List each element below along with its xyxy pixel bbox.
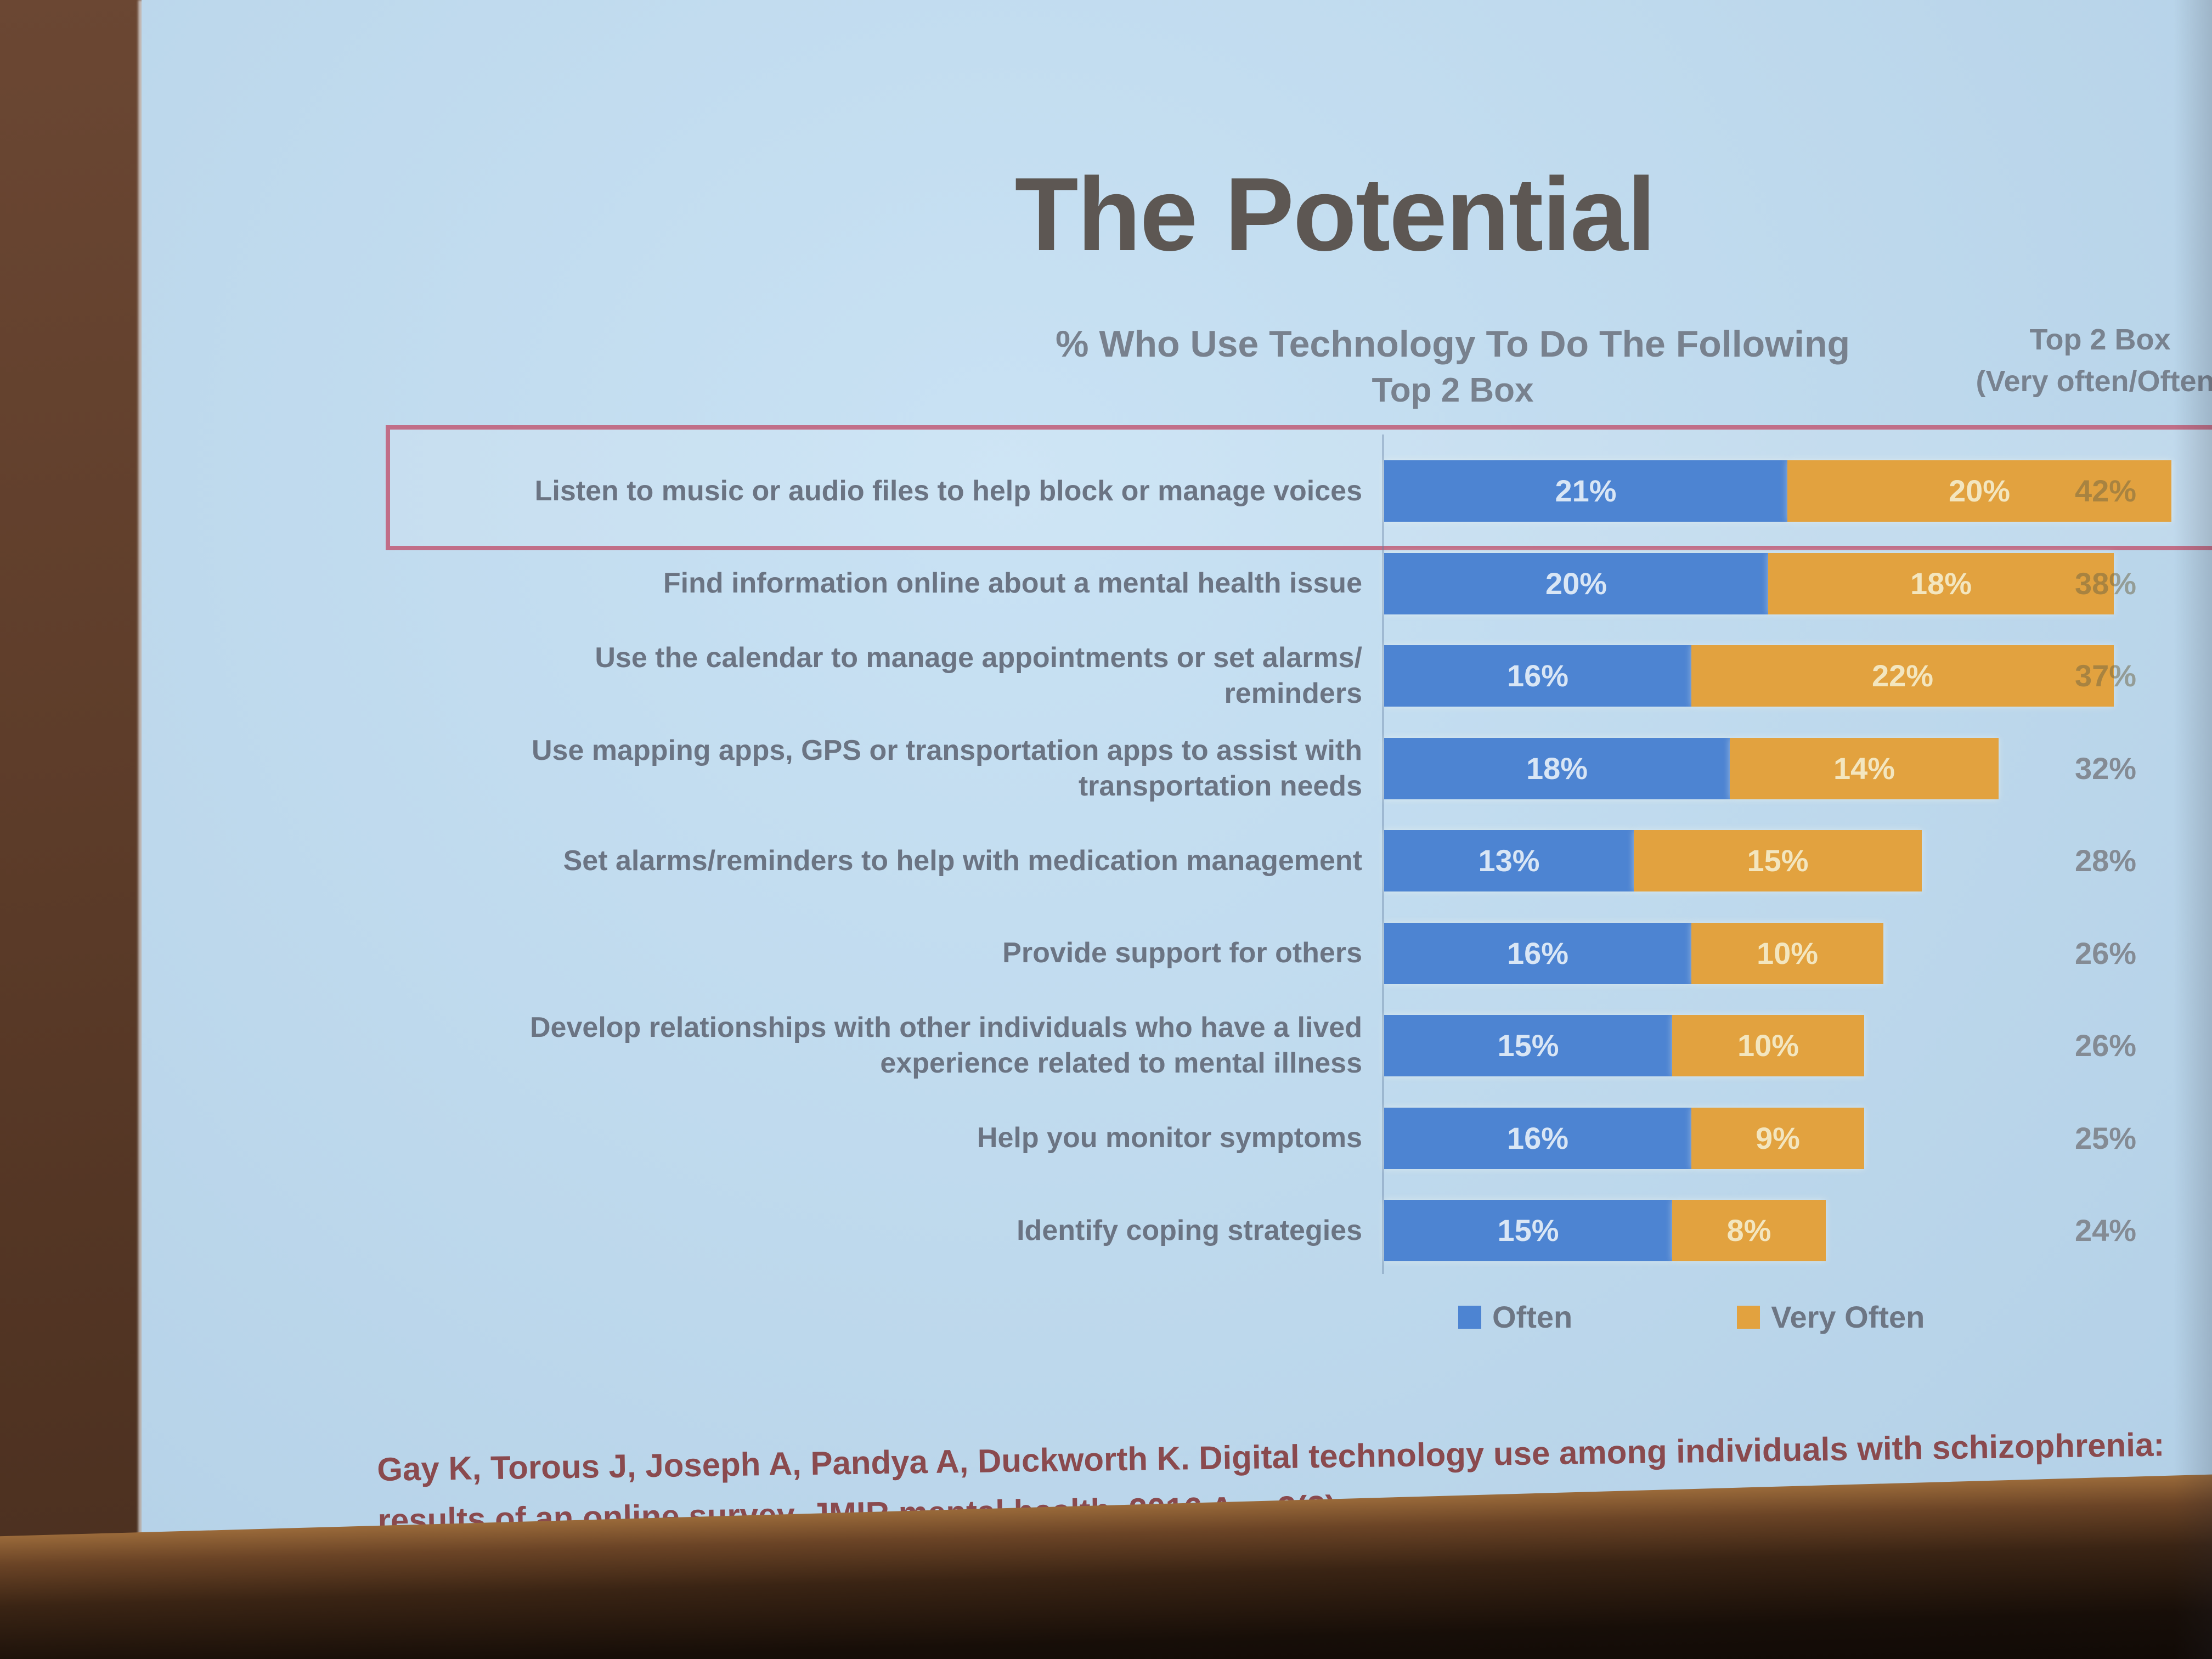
chart-row: Identify coping strategies 15% 8% 24%: [142, 1200, 2212, 1261]
chart-axis-line: [1382, 435, 1384, 1274]
row-category-label: Provide support for others: [1002, 937, 1362, 969]
chart-row: Provide support for others 16% 10% 26%: [142, 922, 2212, 984]
bar-segment-very-often: 9%: [1691, 1107, 1864, 1169]
row-total-value: 28%: [2074, 843, 2137, 878]
row-total-value: 26%: [2074, 935, 2137, 970]
row-category-label: Use mapping apps, GPS or transportation …: [531, 734, 1362, 802]
totals-column-header: Top 2 Box (Very often/Often): [1936, 319, 2212, 402]
presentation-slide: The Potential % Who Use Technology To Do…: [142, 0, 2212, 1610]
row-total-value: 25%: [2074, 1120, 2137, 1155]
row-total-value: 38%: [2074, 566, 2137, 601]
row-category-label: Develop relationships with other individ…: [530, 1012, 1362, 1079]
bar-segment-often: 15%: [1384, 1015, 1672, 1076]
chart-row: Help you monitor symptoms 16% 9% 25%: [142, 1107, 2212, 1169]
bar-segment-very-often: 20%: [1787, 460, 2171, 522]
bar-segment-very-often: 22%: [1691, 645, 2114, 707]
bar-segment-very-often: 15%: [1634, 830, 1922, 891]
bar-segment-often: 21%: [1384, 460, 1787, 522]
bar-segment-very-often: 14%: [1730, 737, 1999, 799]
very-often-legend-swatch-icon: [1737, 1305, 1760, 1329]
row-category-label: Listen to music or audio files to help b…: [534, 475, 1362, 507]
row-total-value: 26%: [2074, 1028, 2137, 1063]
legend-item-very-often: Very Often: [1737, 1299, 1925, 1335]
row-total-value: 37%: [2074, 658, 2137, 693]
often-legend-swatch-icon: [1458, 1305, 1481, 1329]
chart-row: Use the calendar to manage appointments …: [142, 642, 2212, 709]
slide-title: The Potential: [1014, 156, 1656, 273]
chart-title-line2: Top 2 Box: [1372, 371, 1534, 409]
row-category-label: Set alarms/reminders to help with medica…: [563, 844, 1362, 877]
totals-header-line1: Top 2 Box: [2029, 323, 2171, 356]
chart-legend: Often Very Often: [1458, 1299, 1925, 1335]
room-wall-left: [0, 0, 142, 1659]
bar-segment-very-often: 10%: [1672, 1015, 1864, 1076]
chart-title: % Who Use Technology To Do The Following…: [904, 323, 2001, 410]
row-total-value: 24%: [2074, 1213, 2137, 1248]
legend-label-often: Often: [1492, 1300, 1573, 1334]
bar-segment-often: 18%: [1384, 737, 1730, 799]
chart-row: Listen to music or audio files to help b…: [142, 460, 2212, 522]
row-category-label: Identify coping strategies: [1017, 1214, 1362, 1246]
bar-segment-often: 13%: [1384, 830, 1634, 891]
highlight-box-first-row: [386, 425, 2212, 550]
photo-vignette: [2174, 0, 2212, 1659]
bar-segment-often: 16%: [1384, 922, 1691, 984]
bar-segment-often: 16%: [1384, 645, 1691, 707]
row-category-label: Help you monitor symptoms: [977, 1122, 1362, 1154]
chart-title-line1: % Who Use Technology To Do The Following: [1055, 323, 1850, 365]
screen-edge-highlight: [138, 0, 144, 1564]
row-category-label: Find information online about a mental h…: [663, 567, 1362, 599]
row-category-label: Use the calendar to manage appointments …: [595, 642, 1362, 709]
row-total-value: 42%: [2074, 473, 2137, 508]
bar-segment-very-often: 18%: [1768, 552, 2114, 614]
bar-segment-often: 16%: [1384, 1107, 1691, 1169]
chart-row: Set alarms/reminders to help with medica…: [142, 830, 2212, 891]
chart-row: Find information online about a mental h…: [142, 552, 2212, 614]
bar-segment-often: 20%: [1384, 552, 1768, 614]
bar-segment-very-often: 8%: [1672, 1200, 1826, 1261]
totals-header-line2: (Very often/Often): [1976, 364, 2212, 398]
legend-label-very-often: Very Often: [1771, 1300, 1925, 1334]
legend-item-often: Often: [1458, 1299, 1572, 1335]
bar-segment-often: 15%: [1384, 1200, 1672, 1261]
chart-row: Develop relationships with other individ…: [142, 1012, 2212, 1079]
chart-row: Use mapping apps, GPS or transportation …: [142, 734, 2212, 802]
bar-segment-very-often: 10%: [1691, 922, 1883, 984]
row-total-value: 32%: [2074, 751, 2137, 786]
